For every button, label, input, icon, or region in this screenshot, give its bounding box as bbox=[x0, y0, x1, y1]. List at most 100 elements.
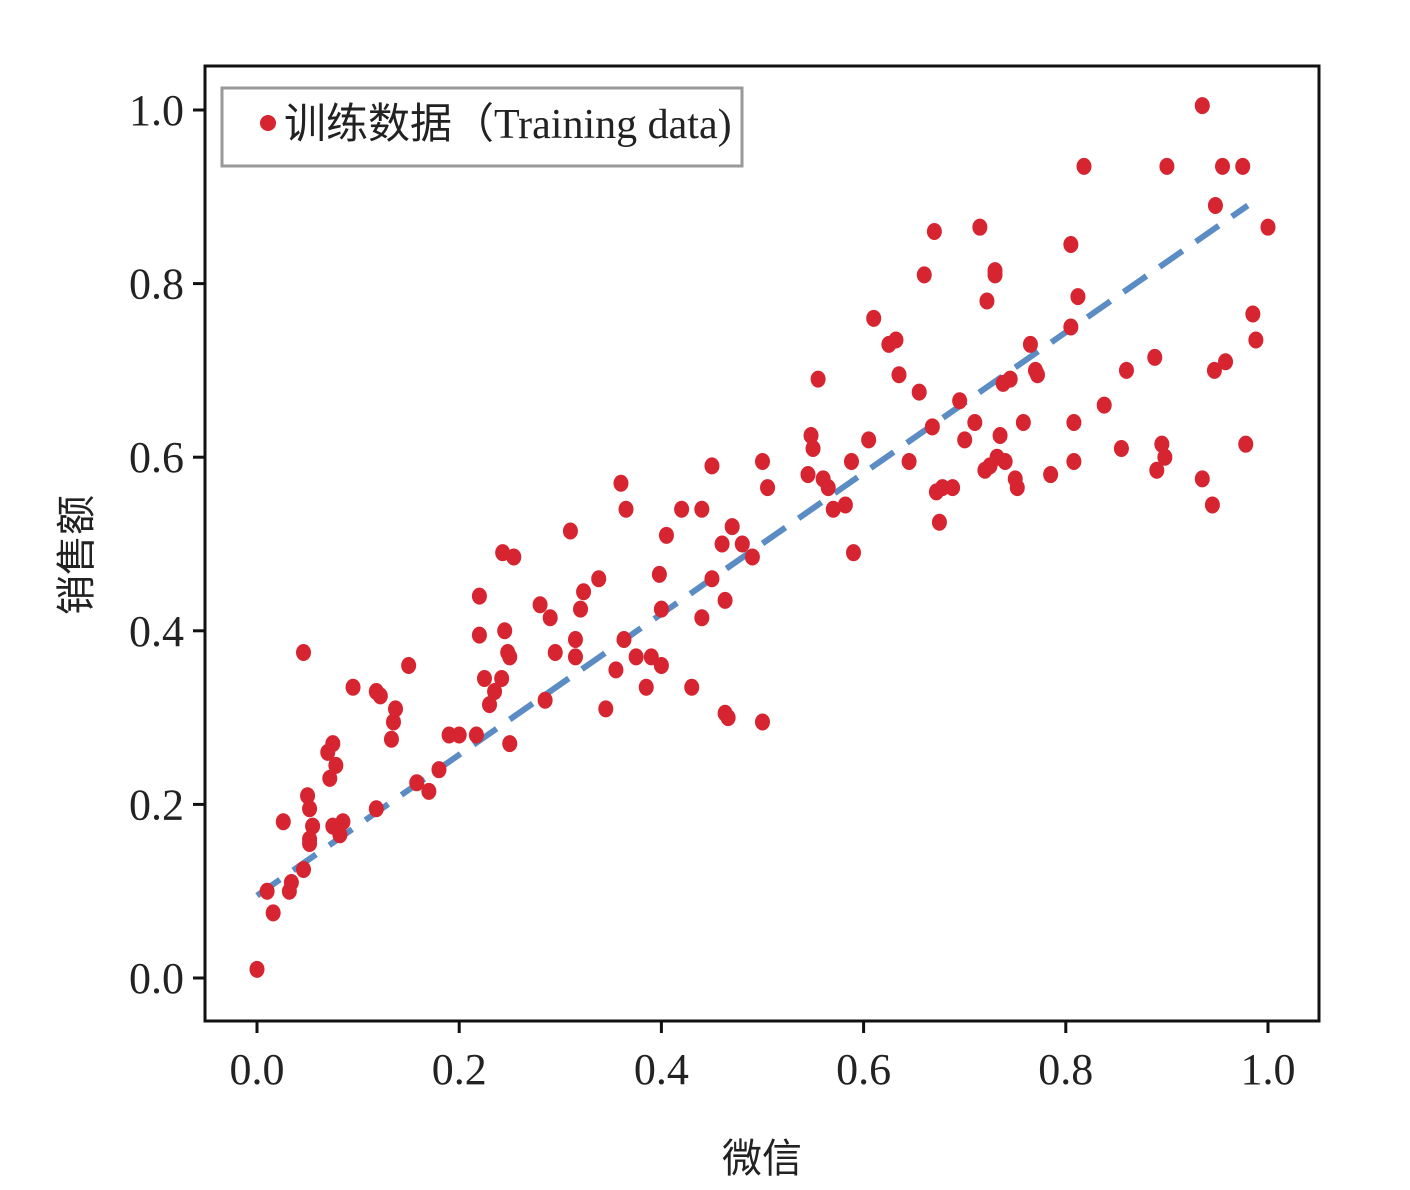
data-point bbox=[931, 513, 947, 531]
data-point bbox=[979, 292, 995, 310]
data-point bbox=[567, 630, 583, 648]
data-point bbox=[1029, 366, 1045, 384]
data-point bbox=[957, 431, 973, 449]
data-point bbox=[694, 609, 710, 627]
data-point bbox=[283, 874, 299, 892]
x-tick-label: 0.8 bbox=[1038, 1045, 1093, 1094]
data-point bbox=[383, 730, 399, 748]
data-point bbox=[845, 544, 861, 562]
data-point bbox=[800, 466, 816, 484]
data-point bbox=[866, 309, 882, 327]
data-point bbox=[704, 457, 720, 475]
data-point bbox=[651, 565, 667, 583]
data-point bbox=[1245, 305, 1261, 323]
data-point bbox=[755, 713, 770, 731]
data-point bbox=[1009, 479, 1025, 497]
data-point bbox=[945, 479, 961, 497]
data-point bbox=[888, 331, 904, 349]
data-point bbox=[901, 453, 917, 471]
data-point bbox=[805, 440, 821, 458]
legend-marker bbox=[260, 115, 276, 131]
data-point bbox=[1235, 157, 1251, 175]
data-point bbox=[1194, 97, 1210, 115]
data-point bbox=[542, 609, 558, 627]
data-point bbox=[1066, 413, 1082, 431]
data-point bbox=[1022, 335, 1038, 353]
data-point bbox=[916, 266, 932, 284]
data-point bbox=[837, 496, 853, 514]
data-point bbox=[638, 678, 654, 696]
data-point bbox=[1147, 348, 1163, 366]
data-point bbox=[1063, 236, 1079, 254]
y-axis-ticks: 0.0 0.2 0.4 0.6 0.8 1.0 bbox=[129, 86, 205, 1003]
data-point bbox=[1215, 157, 1231, 175]
data-point bbox=[598, 700, 614, 718]
data-point bbox=[658, 526, 674, 544]
data-point bbox=[265, 904, 281, 922]
x-tick-label: 0.2 bbox=[432, 1045, 487, 1094]
data-point bbox=[967, 413, 983, 431]
data-point bbox=[653, 600, 669, 618]
data-point bbox=[992, 427, 1008, 444]
data-point bbox=[734, 535, 750, 553]
data-point bbox=[1066, 453, 1082, 471]
data-point bbox=[471, 626, 487, 644]
data-point bbox=[335, 813, 351, 831]
data-point bbox=[1159, 157, 1175, 175]
data-point bbox=[744, 548, 760, 566]
data-point bbox=[532, 596, 548, 614]
data-point bbox=[704, 570, 720, 588]
x-axis-label: 微信 bbox=[722, 1136, 802, 1182]
data-point bbox=[421, 782, 437, 800]
data-point bbox=[1218, 353, 1234, 371]
y-tick-label: 0.4 bbox=[129, 607, 184, 656]
y-axis-label: 销售额 bbox=[54, 495, 100, 615]
data-point bbox=[471, 587, 487, 605]
data-point bbox=[487, 683, 503, 701]
data-point bbox=[1118, 361, 1134, 379]
data-point bbox=[1260, 218, 1276, 236]
data-point bbox=[573, 600, 589, 618]
data-point bbox=[1096, 396, 1112, 414]
x-tick-label: 0.0 bbox=[230, 1045, 285, 1094]
data-point bbox=[431, 761, 447, 779]
data-point bbox=[684, 678, 700, 696]
data-point bbox=[537, 691, 553, 709]
data-point bbox=[482, 696, 498, 714]
data-point bbox=[825, 500, 841, 518]
data-point bbox=[1248, 331, 1264, 349]
y-tick-label: 0.0 bbox=[129, 954, 184, 1003]
data-points-layer bbox=[249, 97, 1276, 978]
data-point bbox=[717, 591, 733, 609]
data-point bbox=[1194, 470, 1210, 488]
data-point bbox=[616, 630, 632, 648]
x-tick-label: 0.4 bbox=[634, 1045, 689, 1094]
y-tick-label: 1.0 bbox=[129, 86, 184, 135]
data-point bbox=[1154, 435, 1170, 453]
data-point bbox=[1238, 435, 1254, 453]
data-point bbox=[322, 769, 338, 787]
data-point bbox=[385, 713, 401, 731]
data-point bbox=[843, 453, 859, 471]
data-point bbox=[302, 800, 318, 818]
data-point bbox=[1207, 196, 1223, 214]
data-point bbox=[911, 383, 927, 401]
data-point bbox=[305, 817, 321, 835]
data-point bbox=[502, 648, 518, 666]
x-axis-ticks: 0.0 0.2 0.4 0.6 0.8 1.0 bbox=[230, 1021, 1296, 1094]
data-point bbox=[506, 548, 522, 566]
data-point bbox=[891, 366, 907, 384]
data-point bbox=[608, 661, 624, 679]
data-point bbox=[249, 960, 265, 978]
data-point bbox=[653, 657, 669, 675]
data-point bbox=[755, 453, 770, 471]
data-point bbox=[628, 648, 644, 666]
data-point bbox=[714, 535, 730, 553]
data-point bbox=[1113, 440, 1129, 458]
data-point bbox=[997, 453, 1013, 471]
data-point bbox=[613, 474, 629, 492]
data-point bbox=[926, 223, 942, 241]
data-point bbox=[494, 670, 510, 688]
data-point bbox=[368, 800, 384, 818]
data-point bbox=[576, 583, 592, 601]
